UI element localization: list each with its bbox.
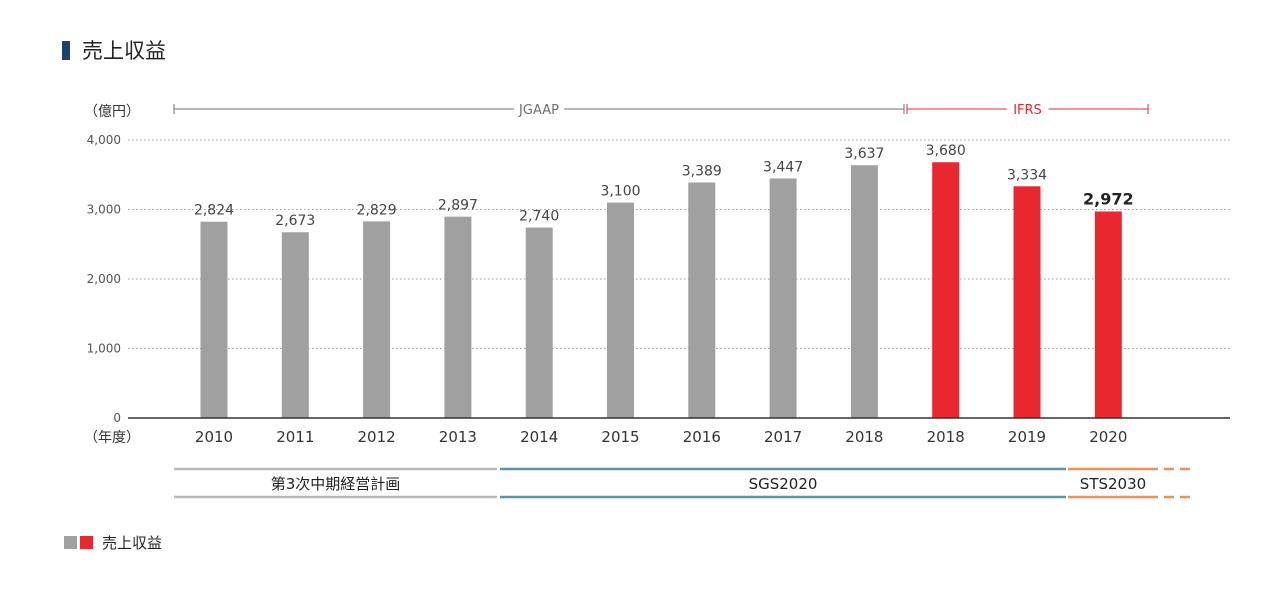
y-tick-label: 4,000 (87, 133, 121, 147)
x-tick-label: 2019 (1008, 428, 1046, 446)
x-axis-unit-label: （年度） (84, 430, 140, 446)
value-label: 3,334 (1007, 167, 1047, 183)
y-tick-label: 3,000 (87, 203, 121, 217)
bar (525, 227, 553, 418)
plan-label: STS2030 (1080, 475, 1146, 493)
plan-label: SGS2020 (749, 475, 818, 493)
bar (688, 182, 716, 418)
bar (363, 221, 391, 418)
accounting-standard-label: IFRS (1013, 103, 1042, 118)
bar (1013, 186, 1041, 418)
legend-swatch-red (80, 536, 93, 549)
x-tick-label: 2015 (601, 428, 639, 446)
value-label: 3,389 (682, 163, 722, 179)
y-axis-unit-label: （億円） (84, 104, 140, 120)
x-tick-label: 2018 (845, 428, 883, 446)
value-label: 3,447 (763, 159, 803, 175)
chart-title-block: 売上収益 (62, 36, 166, 64)
x-tick-label: 2013 (439, 428, 477, 446)
y-tick-label: 2,000 (87, 272, 121, 286)
legend-label: 売上収益 (102, 534, 163, 552)
x-tick-label: 2016 (683, 428, 721, 446)
bar (932, 162, 960, 418)
chart-title: 売上収益 (82, 39, 166, 63)
y-tick-label: 0 (113, 411, 121, 425)
value-label: 2,740 (519, 209, 559, 225)
legend: 売上収益 (64, 532, 162, 553)
x-tick-label: 2018 (927, 428, 965, 446)
x-tick-label: 2012 (358, 428, 396, 446)
value-label: 2,673 (275, 213, 315, 229)
value-label: 3,100 (600, 184, 640, 200)
legend-swatch-gray (64, 536, 77, 549)
value-label: 2,897 (438, 198, 478, 214)
x-tick-label: 2014 (520, 428, 558, 446)
bar (281, 232, 309, 418)
accounting-standard-label: JGAAP (518, 103, 559, 118)
value-label: 3,637 (844, 146, 884, 162)
title-marker (62, 40, 70, 60)
value-label: 2,972 (1083, 189, 1134, 208)
bar (1094, 211, 1122, 418)
bar (769, 178, 797, 418)
bar (607, 202, 634, 418)
x-tick-label: 2010 (195, 428, 233, 446)
bar (200, 221, 228, 418)
plan-label: 第3次中期経営計画 (271, 475, 401, 493)
x-tick-label: 2020 (1089, 428, 1127, 446)
bar (444, 216, 472, 418)
bar (850, 165, 878, 418)
x-tick-label: 2017 (764, 428, 802, 446)
y-tick-label: 1,000 (87, 342, 121, 356)
value-label: 2,824 (194, 203, 234, 219)
value-label: 2,829 (357, 202, 397, 218)
value-label: 3,680 (926, 143, 966, 159)
x-tick-label: 2011 (276, 428, 314, 446)
